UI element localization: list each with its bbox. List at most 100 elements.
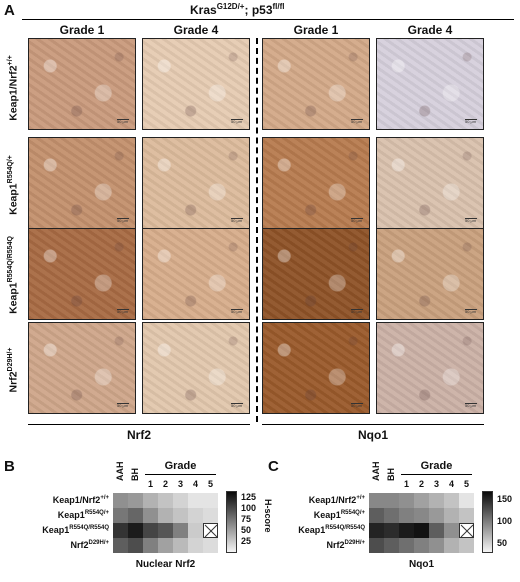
panel-a-title: KrasG12D/+; p53fl/fl [190, 2, 285, 17]
heatmap-cell [128, 538, 143, 553]
heatmap-xlabel: Nuclear Nrf2 [135, 559, 196, 570]
colorbar-tick: 75 [241, 513, 252, 524]
column-header: 4 [448, 479, 454, 489]
heatmap-cell [173, 508, 188, 523]
colorbar-tick: 50 [497, 538, 508, 549]
heatmap-cell [444, 493, 459, 508]
stain-divider [256, 38, 258, 422]
heatmap-cell [173, 493, 188, 508]
heatmap-cell [414, 508, 429, 523]
column-header: AAH [115, 461, 125, 482]
grade-label: Grade [420, 460, 453, 472]
colorbar-tick: 100 [241, 502, 257, 513]
heatmap-cell [158, 523, 173, 538]
column-header: 5 [207, 479, 213, 489]
heatmap-cell [128, 523, 143, 538]
scale-bar: 50 μm [465, 119, 477, 124]
nrf2-footer-rule [28, 424, 250, 425]
panel-b-letter: B [4, 458, 15, 475]
heatmap-cell [399, 538, 414, 553]
heatmap-row-label: Keap1R554Q/R554Q [298, 525, 365, 535]
nqo1-footer-rule [262, 424, 484, 425]
column-header: Grade 1 [59, 23, 105, 37]
column-header: Grade 1 [293, 23, 339, 37]
micrograph-row4-grade4-nrf2: 50 μm [142, 322, 250, 414]
heatmap-cell [113, 538, 128, 553]
heatmap-cell [369, 538, 384, 553]
heatmap-cell [143, 538, 158, 553]
nrf2-stain-label: Nrf2 [126, 428, 151, 442]
micrograph-row2-grade1-nrf2: 50 μm [28, 137, 136, 229]
micrograph-row4-grade1-nrf2: 50 μm [28, 322, 136, 414]
title-kras-allele: G12D/+ [216, 2, 245, 11]
heatmap-cell [429, 523, 444, 538]
heatmap-cell [173, 523, 188, 538]
heatmap-cell [173, 538, 188, 553]
column-header: 1 [403, 479, 409, 489]
heatmap-cell [203, 508, 218, 523]
heatmap-cell [384, 538, 399, 553]
heatmap-cell [203, 523, 218, 538]
scale-bar: 50 μm [465, 309, 477, 314]
heatmap-cell [158, 493, 173, 508]
heatmap-cell [384, 523, 399, 538]
heatmap-row-label: Keap1/Nrf2+/+ [52, 495, 109, 505]
heatmap-cell [444, 538, 459, 553]
title-p53-allele: fl/fl [272, 2, 285, 11]
row-label-keap1-r554q-het: Keap1R554Q/+ [6, 155, 20, 215]
scale-bar: 50 μm [351, 309, 363, 314]
heatmap-cell [444, 523, 459, 538]
heatmap-cell [444, 508, 459, 523]
heatmap-cell [369, 523, 384, 538]
scale-bar: 50 μm [465, 218, 477, 223]
heatmap-cell [414, 523, 429, 538]
colorbar [226, 491, 237, 553]
heatmap-cell [459, 493, 474, 508]
scale-bar: 50 μm [231, 403, 243, 408]
heatmap-cell [113, 523, 128, 538]
scale-bar: 50 μm [117, 403, 129, 408]
scale-bar: 50 μm [117, 309, 129, 314]
column-header: BH [130, 468, 140, 481]
title-kras: Kras [190, 3, 217, 17]
row-label-keap1-nrf2-wt: Keap1/Nrf2+/+ [6, 55, 20, 121]
heatmap-cell [128, 493, 143, 508]
top-rule [22, 19, 514, 20]
micrograph-row1-grade4-nrf2: 50 μm [142, 38, 250, 130]
colorbar-tick: 25 [241, 535, 252, 546]
heatmap-cell [143, 493, 158, 508]
column-header: BH [386, 468, 396, 481]
colorbar-tick: 150 [497, 493, 513, 504]
grade-bracket [401, 474, 472, 475]
heatmap-cell [188, 508, 203, 523]
heatmap-cell [188, 538, 203, 553]
title-p53: ; p53 [244, 3, 273, 17]
micrograph-row3-grade1-nqo1: 50 μm [262, 228, 370, 320]
heatmap-cell [399, 508, 414, 523]
column-header: 2 [418, 479, 424, 489]
colorbar-tick: 100 [497, 516, 513, 526]
colorbar-label: H-score [263, 499, 273, 533]
column-header: 4 [192, 479, 198, 489]
heatmap-cell [459, 523, 474, 538]
column-header: 3 [177, 479, 183, 489]
scale-bar: 50 μm [351, 119, 363, 124]
row-label-nrf2-d29h: Nrf2D29H/+ [6, 347, 20, 393]
heatmap-row-label: Nrf2D29H/+ [70, 540, 109, 550]
scale-bar: 50 μm [231, 119, 243, 124]
heatmap-cell [369, 508, 384, 523]
heatmap-cell [188, 523, 203, 538]
column-header: 5 [463, 479, 469, 489]
heatmap-cell [143, 523, 158, 538]
heatmap-row-label: Keap1R554Q/+ [57, 510, 109, 520]
heatmap-cell [429, 493, 444, 508]
scale-bar: 50 μm [351, 403, 363, 408]
scale-bar: 50 μm [231, 309, 243, 314]
micrograph-row3-grade4-nqo1: 50 μm [376, 228, 484, 320]
heatmap-cell [414, 493, 429, 508]
panel-a-letter: A [4, 2, 15, 19]
micrograph-row1-grade4-nqo1: 50 μm [376, 38, 484, 130]
micrograph-row4-grade1-nqo1: 50 μm [262, 322, 370, 414]
micrograph-row1-grade1-nqo1: 50 μm [262, 38, 370, 130]
heatmap-cell [158, 508, 173, 523]
